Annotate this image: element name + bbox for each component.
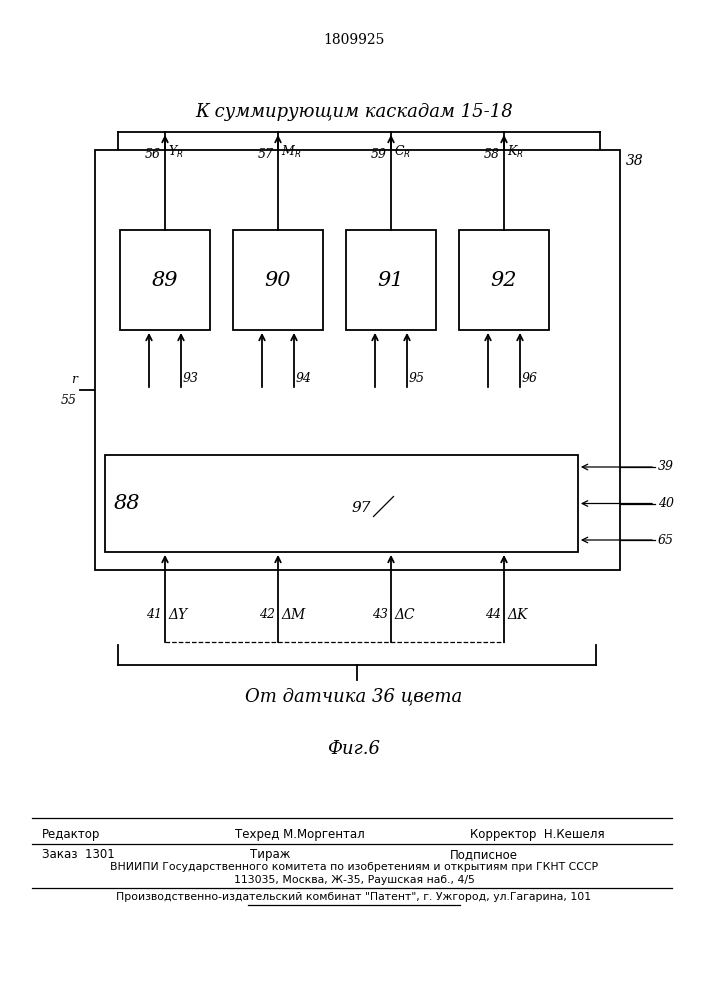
Text: К суммирующим каскадам 15-18: К суммирующим каскадам 15-18 [195, 103, 513, 121]
Text: 95: 95 [409, 372, 425, 385]
Text: Заказ  1301: Заказ 1301 [42, 848, 115, 861]
Text: Техред М.Моргентал: Техред М.Моргентал [235, 828, 365, 841]
Text: 96: 96 [522, 372, 538, 385]
Text: 55: 55 [61, 394, 77, 407]
Text: ΔY: ΔY [168, 608, 187, 622]
Text: 97: 97 [352, 502, 371, 516]
Text: 93: 93 [183, 372, 199, 385]
Bar [120, 230, 210, 330]
Text: 89: 89 [152, 270, 178, 290]
Text: 91: 91 [378, 270, 404, 290]
Text: ΔM: ΔM [281, 608, 305, 622]
Text: 113035, Москва, Ж-35, Раушская наб., 4/5: 113035, Москва, Ж-35, Раушская наб., 4/5 [233, 875, 474, 885]
Text: 39: 39 [658, 460, 674, 474]
Text: 40: 40 [658, 497, 674, 510]
Text: C$_R$: C$_R$ [394, 144, 411, 160]
Text: 65: 65 [658, 534, 674, 546]
Text: M$_R$: M$_R$ [281, 144, 301, 160]
Text: Редактор: Редактор [42, 828, 100, 841]
Text: Подписное: Подписное [450, 848, 518, 861]
Text: 90: 90 [264, 270, 291, 290]
Text: 42: 42 [259, 608, 275, 621]
Text: Фиг.6: Фиг.6 [327, 740, 380, 758]
Text: Y$_R$: Y$_R$ [168, 144, 184, 160]
Text: 58: 58 [484, 147, 500, 160]
Text: От датчика 36 цвета: От датчика 36 цвета [245, 687, 462, 705]
Text: 92: 92 [491, 270, 518, 290]
Bar [459, 230, 549, 330]
Text: r: r [71, 373, 77, 386]
Text: 44: 44 [485, 608, 501, 621]
Text: ΔC: ΔC [394, 608, 414, 622]
Text: ΔK: ΔK [507, 608, 527, 622]
Text: 43: 43 [372, 608, 388, 621]
Bar [233, 230, 323, 330]
Bar [346, 230, 436, 330]
Text: Производственно-издательский комбинат "Патент", г. Ужгород, ул.Гагарина, 101: Производственно-издательский комбинат "П… [117, 892, 592, 902]
Text: ВНИИПИ Государственного комитета по изобретениям и открытиям при ГКНТ СССР: ВНИИПИ Государственного комитета по изоб… [110, 862, 598, 872]
Text: K$_R$: K$_R$ [507, 144, 524, 160]
Text: 59: 59 [371, 147, 387, 160]
Text: 88: 88 [114, 494, 140, 513]
Text: 41: 41 [146, 608, 162, 621]
Text: 56: 56 [145, 147, 161, 160]
Text: 94: 94 [296, 372, 312, 385]
Text: 57: 57 [258, 147, 274, 160]
Bar [105, 455, 578, 552]
Text: 38: 38 [626, 154, 644, 168]
Bar [95, 150, 620, 570]
Text: Корректор  Н.Кешеля: Корректор Н.Кешеля [470, 828, 604, 841]
Text: 1809925: 1809925 [323, 33, 385, 47]
Text: Тираж: Тираж [250, 848, 290, 861]
